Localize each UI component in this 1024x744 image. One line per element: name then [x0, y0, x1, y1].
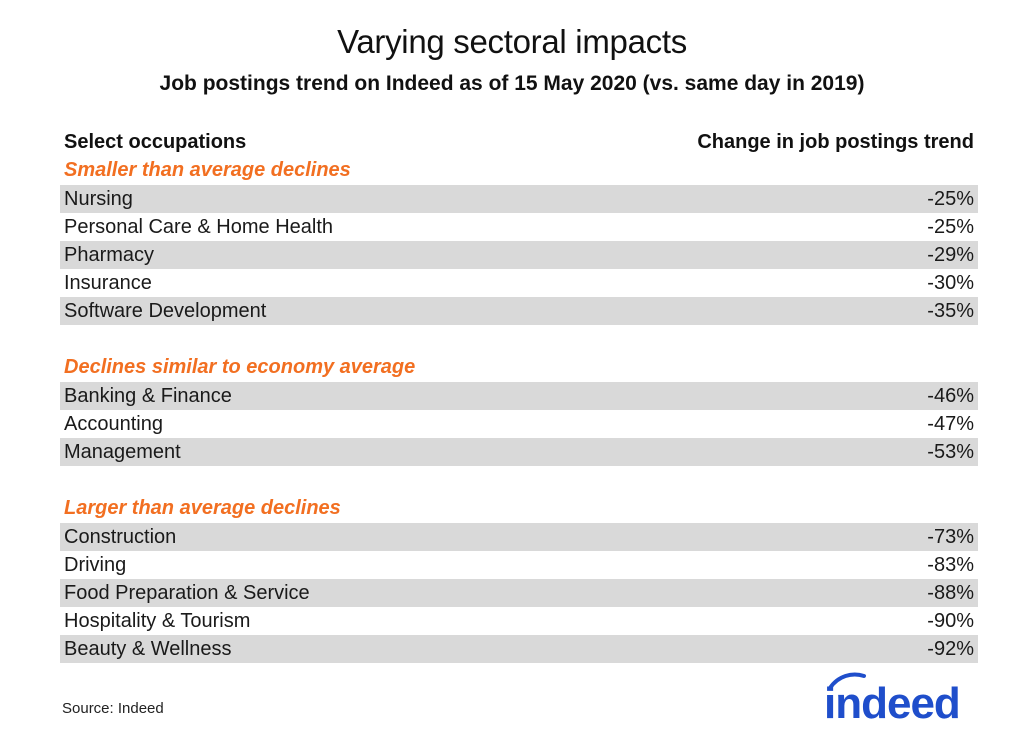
column-header-occupations: Select occupations [64, 131, 247, 153]
occupation-label: Accounting [64, 413, 163, 435]
change-value: -92% [927, 638, 974, 660]
table-header: Select occupations Change in job posting… [60, 127, 978, 157]
table-row: Hospitality & Tourism -90% [60, 607, 978, 635]
source-note: Source: Indeed [62, 700, 164, 717]
table-row: Banking & Finance -46% [60, 382, 978, 410]
indeed-logo: indeed [824, 672, 961, 724]
occupation-label: Software Development [64, 300, 267, 322]
occupation-label: Banking & Finance [64, 385, 232, 407]
change-value: -90% [927, 610, 974, 632]
change-value: -30% [927, 272, 974, 294]
table-row: Accounting -47% [60, 410, 978, 438]
occupations-table: Select occupations Change in job posting… [60, 127, 978, 663]
change-value: -73% [927, 526, 974, 548]
group-title: Larger than average declines [64, 497, 341, 519]
group-block: Larger than average declines Construction… [60, 495, 978, 663]
occupation-label: Driving [64, 554, 127, 576]
table-row: Software Development -35% [60, 297, 978, 325]
logo-arc [828, 672, 866, 690]
table-row: Management -53% [60, 438, 978, 466]
change-value: -29% [927, 244, 974, 266]
table-row: Beauty & Wellness -92% [60, 635, 978, 663]
change-value: -53% [927, 441, 974, 463]
table-row: Pharmacy -29% [60, 241, 978, 269]
table-body: Smaller than average declines Nursing -25%… [60, 157, 978, 663]
table-row: Insurance -30% [60, 269, 978, 297]
group-block: Declines similar to economy average Banki… [60, 354, 978, 466]
occupation-label: Management [64, 441, 181, 463]
occupation-label: Food Preparation & Service [64, 582, 310, 604]
change-value: -46% [927, 385, 974, 407]
occupation-label: Pharmacy [64, 244, 155, 266]
occupation-label: Construction [64, 526, 177, 548]
occupation-label: Hospitality & Tourism [64, 610, 251, 632]
change-value: -47% [927, 413, 974, 435]
chart-title: Varying sectoral impacts [337, 23, 687, 60]
occupation-label: Beauty & Wellness [64, 638, 232, 660]
logo-wordmark: indeed [824, 679, 960, 724]
chart-subtitle: Job postings trend on Indeed as of 15 Ma… [159, 72, 865, 95]
change-value: -35% [927, 300, 974, 322]
occupation-label: Nursing [64, 188, 133, 210]
change-value: -25% [927, 188, 974, 210]
table-row: Personal Care & Home Health -25% [60, 213, 978, 241]
table-row: Construction -73% [60, 523, 978, 551]
group-title: Smaller than average declines [64, 159, 351, 181]
occupation-label: Personal Care & Home Health [64, 216, 334, 238]
change-value: -83% [927, 554, 974, 576]
change-value: -88% [927, 582, 974, 604]
change-value: -25% [927, 216, 974, 238]
occupation-label: Insurance [64, 272, 152, 294]
column-header-change: Change in job postings trend [697, 131, 974, 153]
table-row: Driving -83% [60, 551, 978, 579]
table-row: Food Preparation & Service -88% [60, 579, 978, 607]
group-block: Smaller than average declines Nursing -25%… [60, 157, 978, 325]
group-title: Declines similar to economy average [64, 356, 416, 378]
table-row: Nursing -25% [60, 185, 978, 213]
